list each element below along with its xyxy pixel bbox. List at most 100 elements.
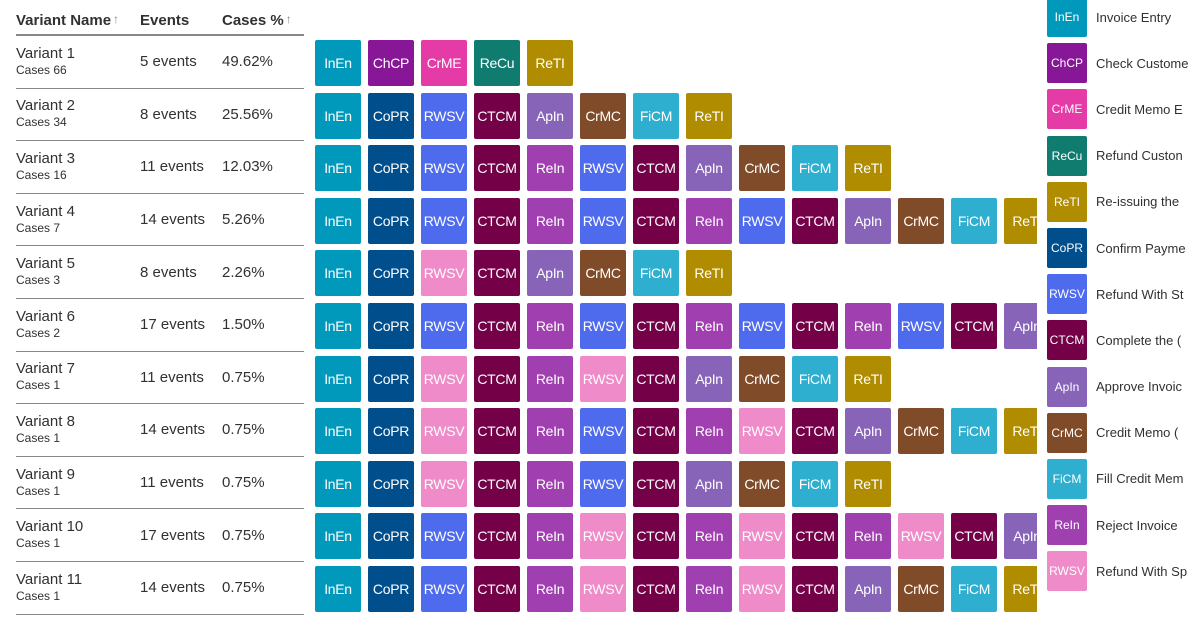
- activity-tile[interactable]: RWSV: [421, 145, 467, 192]
- table-row[interactable]: Variant 2 Cases 34 8 events 25.56%: [16, 89, 304, 142]
- activity-tile[interactable]: CoPR: [368, 565, 414, 612]
- legend-item[interactable]: CTCM Complete the (: [1047, 317, 1202, 363]
- activity-tile[interactable]: ReIn: [527, 408, 573, 455]
- activity-tile[interactable]: ReIn: [527, 513, 573, 560]
- table-row[interactable]: Variant 6 Cases 2 17 events 1.50%: [16, 299, 304, 352]
- legend-item[interactable]: CrMC Credit Memo (: [1047, 410, 1202, 456]
- legend-item[interactable]: ReTI Re-issuing the: [1047, 179, 1202, 225]
- activity-tile[interactable]: CTCM: [633, 302, 679, 349]
- activity-tile[interactable]: InEn: [315, 197, 361, 244]
- activity-tile[interactable]: FiCM: [951, 197, 997, 244]
- activity-tile[interactable]: CrMC: [898, 408, 944, 455]
- activity-tile[interactable]: CTCM: [474, 513, 520, 560]
- activity-tile[interactable]: ApIn: [845, 565, 891, 612]
- activity-tile[interactable]: RWSV: [421, 565, 467, 612]
- activity-tile[interactable]: ApIn: [686, 145, 732, 192]
- activity-tile[interactable]: ReIn: [686, 408, 732, 455]
- activity-tile[interactable]: InEn: [315, 513, 361, 560]
- activity-tile[interactable]: CoPR: [368, 513, 414, 560]
- legend-item[interactable]: ApIn Approve Invoic: [1047, 364, 1202, 410]
- activity-tile[interactable]: InEn: [315, 40, 361, 86]
- activity-tile[interactable]: RWSV: [421, 197, 467, 244]
- activity-tile[interactable]: ReIn: [845, 302, 891, 349]
- activity-tile[interactable]: CTCM: [951, 302, 997, 349]
- activity-tile[interactable]: RWSV: [580, 513, 626, 560]
- variant-flow[interactable]: InEn CoPR RWSV CTCM ReIn RWSV CTCM ApIn CrMC FiCM…: [315, 460, 1037, 514]
- activity-tile[interactable]: InEn: [315, 250, 361, 297]
- activity-tile[interactable]: ApIn: [845, 408, 891, 455]
- activity-tile[interactable]: CrMC: [739, 145, 785, 192]
- activity-tile[interactable]: RWSV: [580, 460, 626, 507]
- activity-tile[interactable]: RWSV: [580, 145, 626, 192]
- variant-flow[interactable]: InEn CoPR RWSV CTCM ApIn CrMC FiCM ReTI: [315, 92, 1037, 146]
- legend-item[interactable]: FiCM Fill Credit Mem: [1047, 456, 1202, 502]
- activity-tile[interactable]: InEn: [315, 408, 361, 455]
- activity-tile[interactable]: RWSV: [580, 355, 626, 402]
- activity-tile[interactable]: ReCu: [474, 40, 520, 86]
- activity-tile[interactable]: ReTI: [686, 250, 732, 297]
- activity-tile[interactable]: FiCM: [792, 145, 838, 192]
- activity-tile[interactable]: ApIn: [527, 92, 573, 139]
- activity-tile[interactable]: CoPR: [368, 460, 414, 507]
- activity-tile[interactable]: ReIn: [686, 565, 732, 612]
- variant-flow[interactable]: InEn CoPR RWSV CTCM ReIn RWSV CTCM ApIn CrMC FiCM…: [315, 355, 1037, 409]
- activity-tile[interactable]: RWSV: [898, 302, 944, 349]
- activity-tile[interactable]: CTCM: [474, 92, 520, 139]
- activity-tile[interactable]: ApIn: [686, 460, 732, 507]
- activity-tile[interactable]: CrME: [421, 40, 467, 86]
- activity-tile[interactable]: RWSV: [739, 513, 785, 560]
- table-row[interactable]: Variant 9 Cases 1 11 events 0.75%: [16, 457, 304, 510]
- activity-tile[interactable]: RWSV: [421, 460, 467, 507]
- activity-tile[interactable]: CTCM: [474, 460, 520, 507]
- activity-tile[interactable]: CTCM: [951, 513, 997, 560]
- table-row[interactable]: Variant 10 Cases 1 17 events 0.75%: [16, 509, 304, 562]
- variant-flow[interactable]: InEn CoPR RWSV CTCM ApIn CrMC FiCM ReTI: [315, 250, 1037, 303]
- variant-flow[interactable]: InEn CoPR RWSV CTCM ReIn RWSV CTCM ReIn RWSV CTCM…: [315, 197, 1037, 251]
- activity-tile[interactable]: InEn: [315, 460, 361, 507]
- activity-tile[interactable]: ReTI: [1004, 197, 1037, 244]
- activity-tile[interactable]: RWSV: [580, 302, 626, 349]
- activity-tile[interactable]: ReTI: [1004, 565, 1037, 612]
- activity-tile[interactable]: ReTI: [845, 355, 891, 402]
- activity-tile[interactable]: ReIn: [686, 513, 732, 560]
- activity-tile[interactable]: RWSV: [739, 565, 785, 612]
- activity-tile[interactable]: RWSV: [421, 513, 467, 560]
- activity-tile[interactable]: CrMC: [739, 355, 785, 402]
- activity-tile[interactable]: FiCM: [792, 355, 838, 402]
- activity-tile[interactable]: CTCM: [633, 565, 679, 612]
- activity-tile[interactable]: ApIn: [1004, 302, 1037, 349]
- activity-tile[interactable]: ReIn: [845, 513, 891, 560]
- column-header-events[interactable]: Events: [140, 12, 190, 29]
- activity-tile[interactable]: CoPR: [368, 408, 414, 455]
- activity-tile[interactable]: ApIn: [527, 250, 573, 297]
- activity-tile[interactable]: CoPR: [368, 250, 414, 297]
- legend-item[interactable]: RWSV Refund With Sp: [1047, 548, 1202, 594]
- activity-tile[interactable]: CTCM: [792, 197, 838, 244]
- activity-tile[interactable]: FiCM: [633, 250, 679, 297]
- activity-tile[interactable]: RWSV: [580, 408, 626, 455]
- activity-tile[interactable]: RWSV: [421, 408, 467, 455]
- activity-tile[interactable]: ReIn: [686, 197, 732, 244]
- table-row[interactable]: Variant 1 Cases 66 5 events 49.62%: [16, 36, 304, 89]
- activity-tile[interactable]: ApIn: [845, 197, 891, 244]
- activity-tile[interactable]: InEn: [315, 355, 361, 402]
- activity-tile[interactable]: ReIn: [527, 145, 573, 192]
- activity-tile[interactable]: ReTI: [845, 460, 891, 507]
- activity-tile[interactable]: ReTI: [527, 40, 573, 86]
- activity-tile[interactable]: CTCM: [792, 565, 838, 612]
- legend-item[interactable]: RWSV Refund With St: [1047, 271, 1202, 317]
- activity-tile[interactable]: CrMC: [580, 250, 626, 297]
- table-row[interactable]: Variant 11 Cases 1 14 events 0.75%: [16, 562, 304, 615]
- activity-tile[interactable]: CrMC: [580, 92, 626, 139]
- column-header-variant-name[interactable]: Variant Name ↑: [16, 12, 120, 29]
- activity-tile[interactable]: CoPR: [368, 92, 414, 139]
- activity-tile[interactable]: ChCP: [368, 40, 414, 86]
- activity-tile[interactable]: CTCM: [474, 565, 520, 612]
- activity-tile[interactable]: CrMC: [898, 565, 944, 612]
- activity-tile[interactable]: InEn: [315, 565, 361, 612]
- activity-tile[interactable]: RWSV: [421, 355, 467, 402]
- table-row[interactable]: Variant 4 Cases 7 14 events 5.26%: [16, 194, 304, 247]
- activity-tile[interactable]: CoPR: [368, 355, 414, 402]
- legend-item[interactable]: ReCu Refund Custon: [1047, 133, 1202, 179]
